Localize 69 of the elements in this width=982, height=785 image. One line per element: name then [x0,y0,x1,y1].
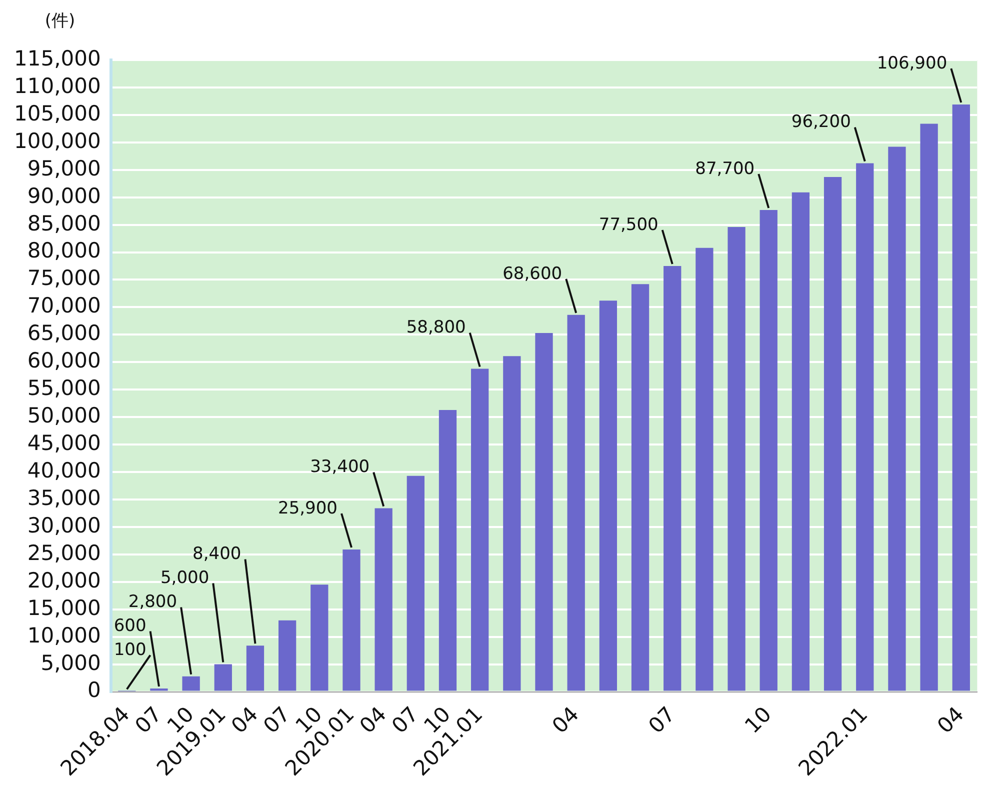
bar [631,284,650,691]
y-tick-label: 15,000 [27,596,101,620]
bar [952,104,970,691]
data-label: 8,400 [192,544,242,564]
y-tick-label: 100,000 [14,128,101,153]
y-tick-label: 25,000 [27,540,101,565]
bar [696,248,714,691]
bar [342,549,360,691]
bar [599,300,618,691]
bar [438,410,457,691]
bar [406,476,424,691]
data-label: 100 [114,640,146,660]
y-tick-label: 110,000 [14,74,101,98]
data-label: 33,400 [310,457,370,478]
y-tick-label: 105,000 [14,101,101,126]
bar [471,368,489,691]
bar [728,227,746,691]
data-label: 106,900 [876,53,948,74]
bar [824,177,842,691]
data-label: 2,800 [128,592,178,612]
y-tick-label: 45,000 [27,431,101,456]
data-label: 58,800 [406,318,466,338]
x-tick-label: 07 [644,702,680,738]
y-tick-label: 80,000 [27,238,101,263]
x-tick-label: 04 [932,702,969,738]
bar [535,333,553,691]
y-axis-title: (件) [44,11,76,31]
y-tick-label: 20,000 [27,568,101,592]
x-tick-label: 04 [548,702,584,738]
bar [246,646,264,691]
data-label: 96,200 [791,112,851,132]
bar [503,356,521,691]
data-label: 25,900 [278,498,338,518]
bar [888,146,906,691]
bar [310,584,328,691]
y-tick-label: 55,000 [27,376,101,400]
bar [214,664,232,691]
y-tick-label: 5,000 [40,650,101,675]
y-tick-label: 50,000 [27,404,101,428]
y-tick-label: 85,000 [27,211,101,236]
y-tick-label: 70,000 [27,294,101,318]
y-tick-label: 40,000 [27,458,101,482]
data-label: 77,500 [598,214,658,235]
bar [567,314,585,691]
y-tick-label: 75,000 [27,266,101,290]
x-tick-label: 10 [740,702,776,738]
bar [182,676,200,691]
y-tick-label: 95,000 [27,156,101,180]
bar [792,192,810,691]
data-label: 5,000 [160,568,210,588]
data-label: 68,600 [502,264,562,284]
y-tick-label: 115,000 [14,46,101,70]
y-tick-label: 90,000 [27,184,101,208]
bar [278,620,296,691]
data-label: 600 [114,616,146,636]
y-tick-label: 35,000 [27,486,101,510]
y-tick-label: 0 [87,678,101,702]
bar [856,163,874,691]
y-tick-label: 30,000 [27,513,101,538]
bar [760,210,778,691]
bar [920,124,938,691]
y-tick-label: 10,000 [27,623,101,648]
x-tick-label: 07 [130,702,166,738]
bar [150,688,168,691]
bar [664,266,682,691]
y-tick-label: 65,000 [27,321,101,346]
data-label: 87,700 [695,158,755,179]
y-tick-label: 60,000 [27,348,101,373]
bar [374,508,392,691]
